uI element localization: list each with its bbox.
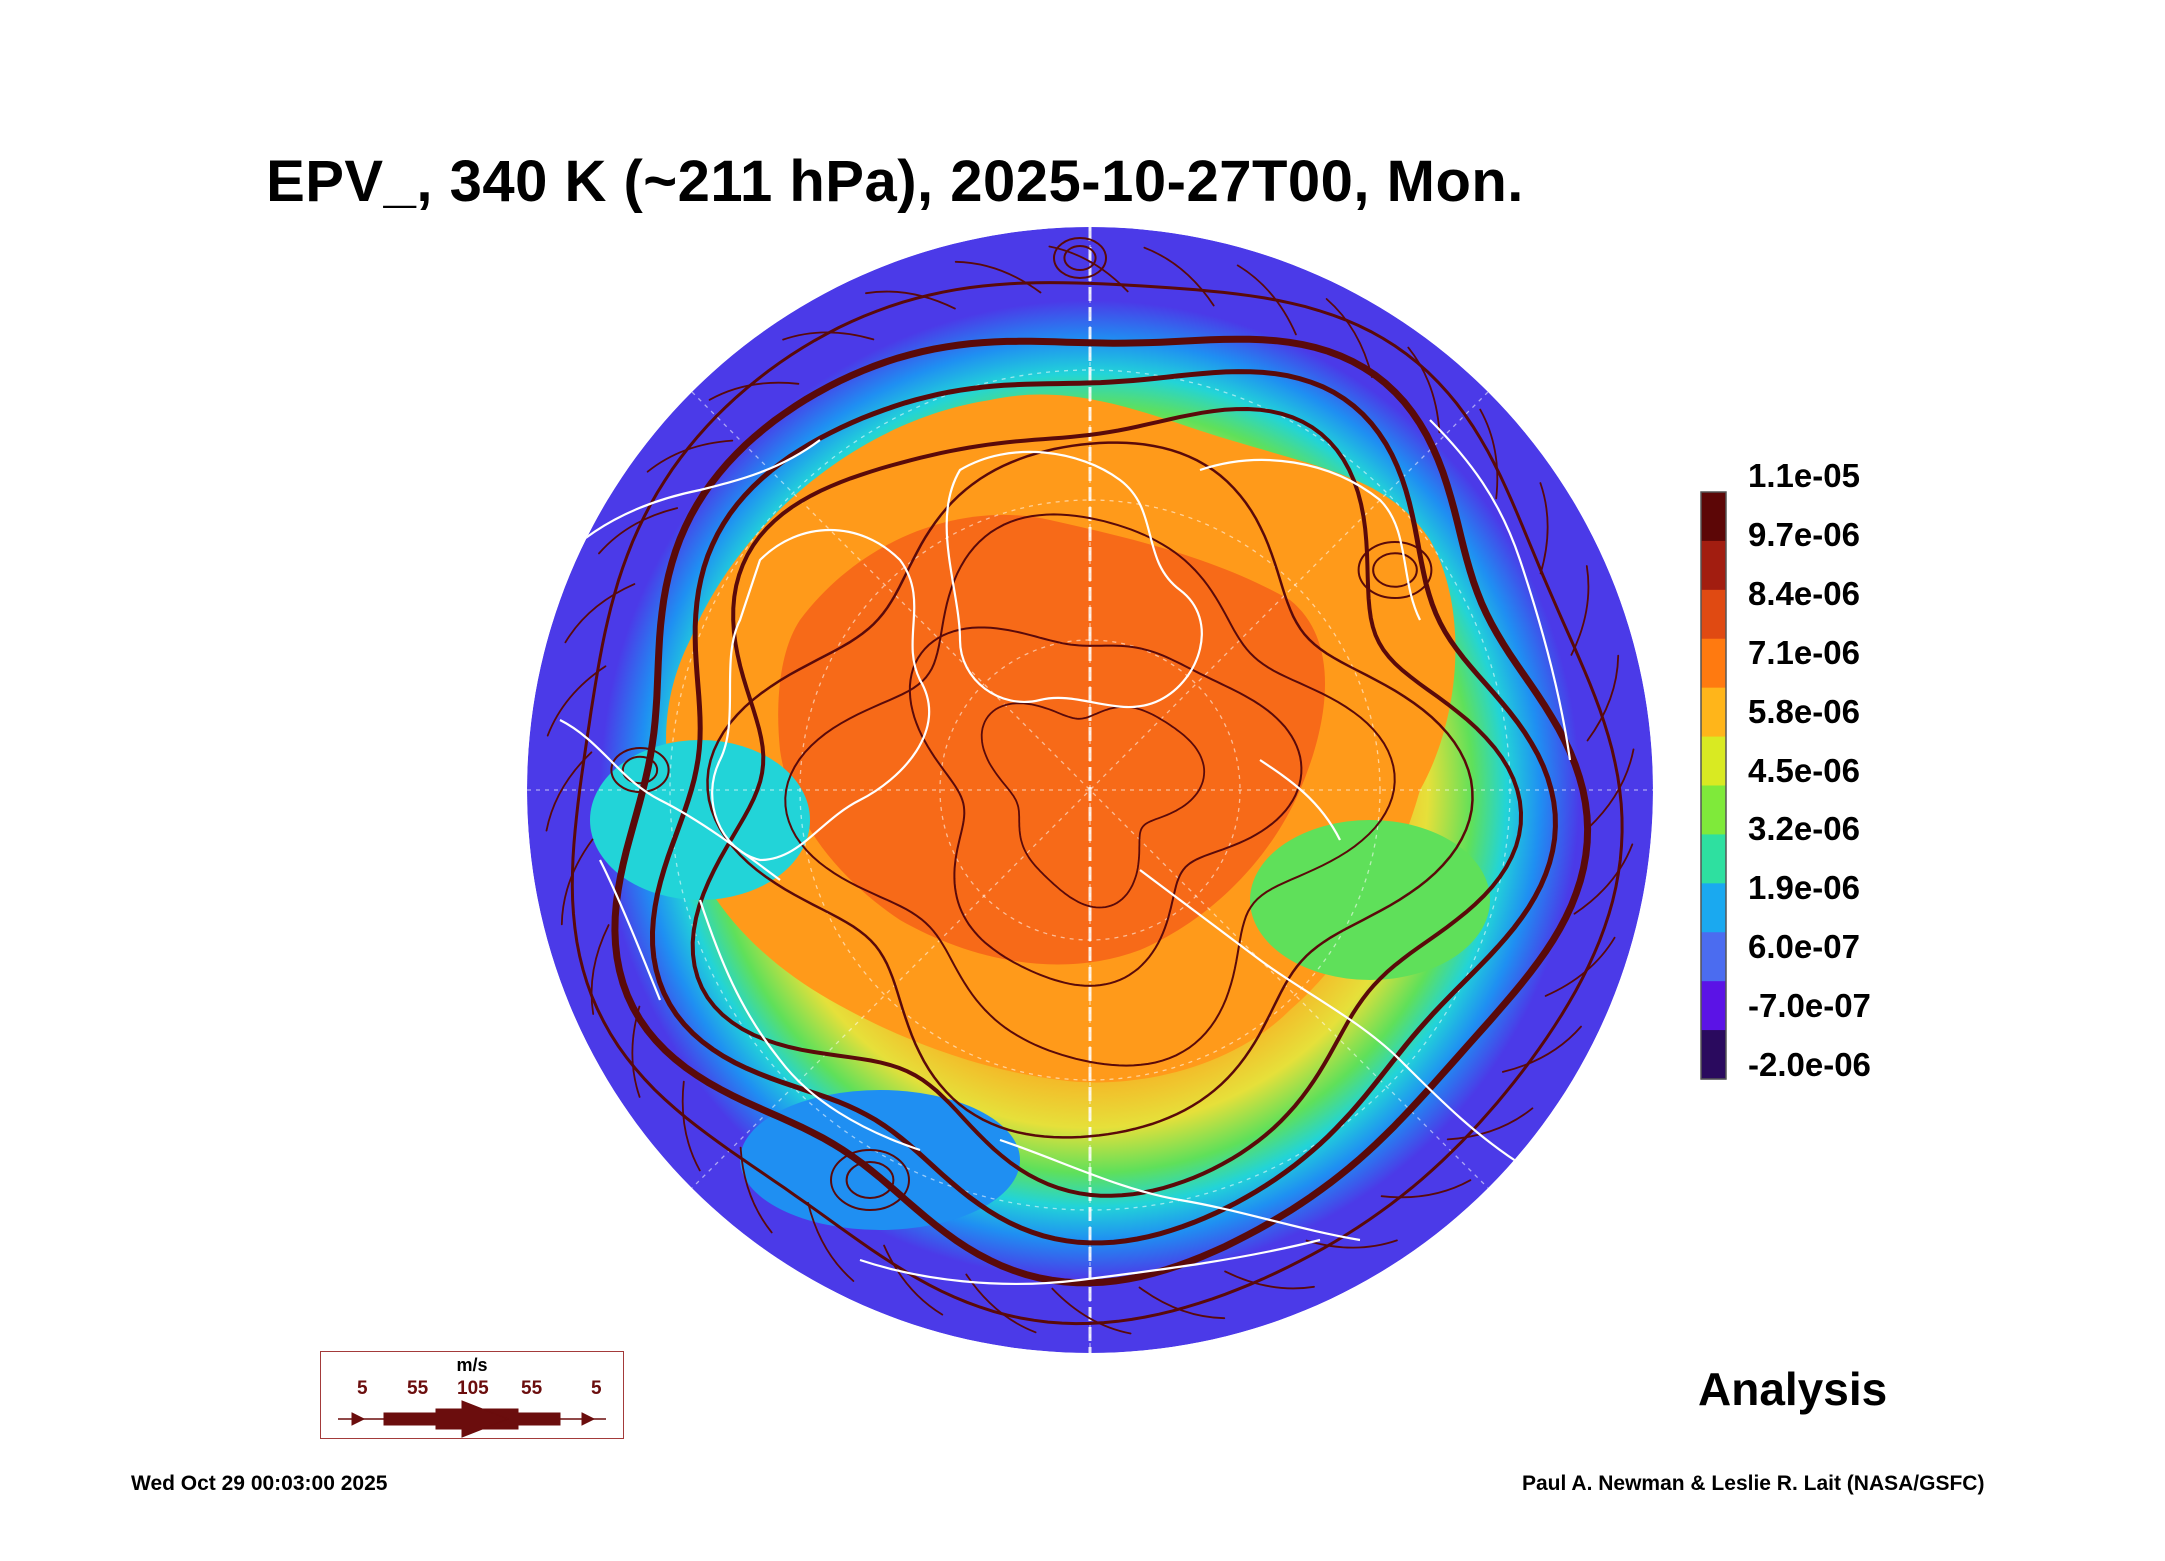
wind-speed-key: [338, 1400, 606, 1438]
streamline: [980, 702, 1206, 909]
wind-speed-label: 55: [407, 1378, 429, 1399]
eddy-streamline: [1063, 245, 1097, 271]
streamline-segment: [560, 838, 594, 926]
credit-line: Paul A. Newman & Leslie R. Lait (NASA/GS…: [1522, 1472, 1985, 1495]
colorbar-segment: [1701, 785, 1726, 836]
colorbar-segment: [1701, 736, 1726, 787]
eddy-streamline: [621, 755, 659, 785]
colorbar-tick-label: 1.1e-05: [1748, 457, 1860, 494]
colorbar-tick-label: 8.4e-06: [1748, 574, 1860, 612]
colorbar-segment: [1701, 492, 1726, 542]
streamline-segment: [1479, 408, 1499, 500]
cyan-patch-southwest: [740, 1090, 1020, 1230]
green-patch-east: [1250, 820, 1490, 980]
streamline: [908, 626, 1303, 987]
streamline-segment: [807, 1202, 855, 1282]
streamline-segment: [1573, 843, 1634, 915]
colorbar-tick-label: 6.0e-07: [1748, 928, 1860, 966]
colorbar-frame: [1700, 491, 1727, 1080]
colorbar-tick-label: 3.2e-06: [1748, 810, 1860, 848]
pv-inner-core: [778, 514, 1325, 965]
streamline-segment: [1236, 264, 1297, 336]
wind-speed-label: 5: [591, 1378, 602, 1399]
streamline-segment: [1224, 1270, 1315, 1290]
streamline-segment: [1587, 748, 1635, 829]
wind-legend: m/s 5 55 105 55 5: [320, 1351, 624, 1439]
eddy-streamline: [845, 1161, 895, 1199]
streamline-segment: [739, 1146, 773, 1234]
colorbar-tick-label: 4.5e-06: [1748, 751, 1860, 789]
colorbar-tick-label: -2.0e-06: [1748, 1046, 1871, 1083]
wind-speed-label: 55: [521, 1378, 543, 1399]
streamline-segment: [1048, 245, 1129, 293]
streamline-segment: [545, 751, 593, 832]
streamline: [649, 369, 1558, 1246]
streamline-segment: [1325, 298, 1373, 378]
streamline-segment: [1051, 1287, 1132, 1335]
streamline: [784, 513, 1396, 1067]
streamline-segment: [598, 507, 678, 555]
streamline-segment: [1544, 936, 1616, 997]
streamline-segment: [681, 1080, 701, 1172]
colorbar-segment: [1701, 589, 1726, 640]
colorbar: [1700, 491, 1727, 1080]
eddy-streamline: [830, 1149, 910, 1211]
streamline-segment: [782, 331, 875, 341]
colorbar-segment: [1701, 540, 1726, 591]
streamline-segment: [1143, 246, 1215, 307]
colorbar-tick-label: 5.8e-06: [1748, 692, 1860, 730]
eddy-streamline: [1372, 552, 1418, 588]
streamline-segment: [954, 260, 1042, 294]
colorbar-segment: [1701, 981, 1726, 1031]
colorbar-segment: [1701, 883, 1726, 933]
streamline-segment: [708, 381, 800, 401]
streamline-segment: [564, 583, 636, 644]
generation-timestamp: Wed Oct 29 00:03:00 2025: [131, 1472, 388, 1495]
streamline-segment: [646, 439, 734, 473]
colorbar-segment: [1701, 638, 1726, 689]
streamline-segment: [1380, 1179, 1472, 1199]
analysis-label: Analysis: [1698, 1363, 1888, 1415]
streamline-segment: [1446, 1107, 1534, 1141]
streamline-segment: [865, 290, 956, 310]
wind-speed-label: 105: [457, 1378, 489, 1399]
streamline-segment: [1407, 346, 1441, 434]
eddy-streamline: [610, 747, 670, 793]
streamline-segment: [546, 665, 607, 737]
streamline-segment: [1502, 1025, 1582, 1073]
streamline-segment: [1539, 482, 1549, 575]
streamline: [690, 406, 1524, 1198]
streamline: [570, 281, 1624, 1326]
streamline-segment: [590, 924, 610, 1015]
streamline-segment: [1305, 1239, 1398, 1249]
coastlines: [559, 419, 1572, 1286]
colorbar-tick-label: -7.0e-07: [1748, 987, 1871, 1025]
colorbar-segment: [1701, 1030, 1726, 1080]
wind-speed-label: 5: [357, 1378, 368, 1399]
colorbar-segment: [1701, 834, 1726, 884]
colorbar-tick-label: 7.1e-06: [1748, 633, 1860, 671]
streamline: [706, 441, 1474, 1139]
streamline-segment: [1570, 565, 1590, 656]
wind-legend-unit: m/s: [456, 1355, 488, 1375]
streamline-segment: [883, 1244, 944, 1316]
colorbar-segment: [1701, 932, 1726, 982]
streamline-segment: [631, 1005, 641, 1098]
eddy-streamline: [1053, 237, 1107, 279]
colorbar-tick-label: 9.7e-06: [1748, 515, 1860, 553]
streamline-segment: [1586, 654, 1620, 742]
colorbar-segment: [1701, 687, 1726, 738]
eddy-streamline: [1357, 541, 1433, 599]
chart-title: EPV_, 340 K (~211 hPa), 2025-10-27T00, M…: [266, 149, 1524, 214]
colorbar-tick-label: 1.9e-06: [1748, 869, 1860, 907]
streamline-segment: [1138, 1286, 1226, 1320]
